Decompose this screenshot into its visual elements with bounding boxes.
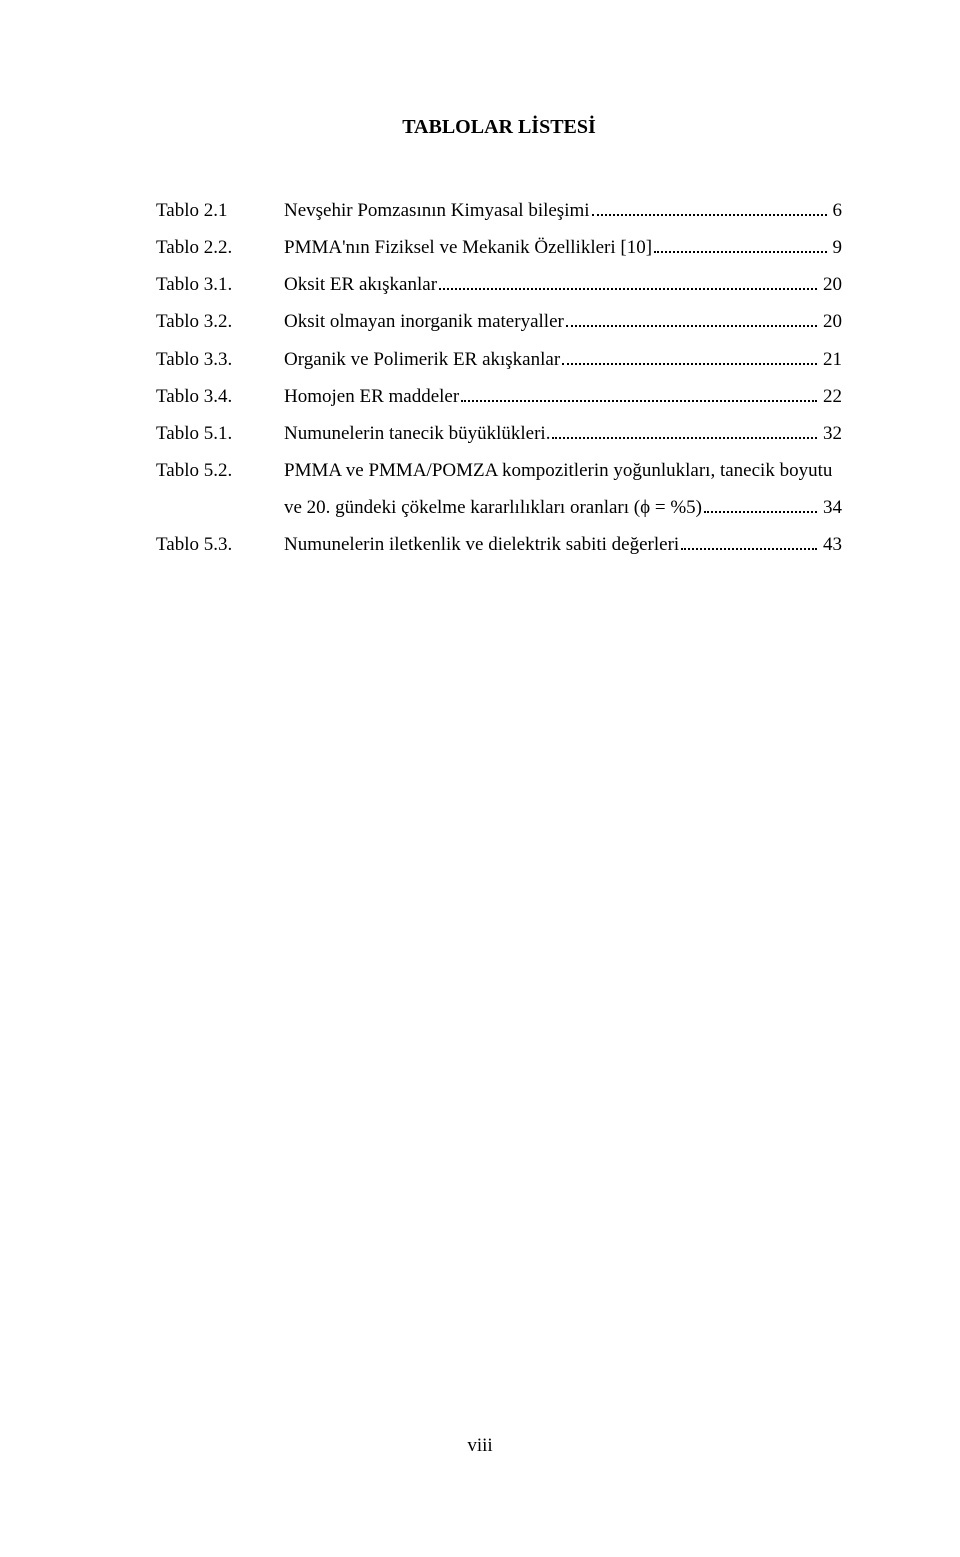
page-title: TABLOLAR LİSTESİ xyxy=(156,116,842,139)
table-of-tables: Tablo 2.1Nevşehir Pomzasının Kimyasal bi… xyxy=(156,193,842,562)
toc-page-number: 21 xyxy=(821,342,842,377)
toc-leader-dots xyxy=(681,535,817,550)
toc-leader-dots xyxy=(592,201,827,216)
toc-row: Tablo 3.3.Organik ve Polimerik ER akışka… xyxy=(156,342,842,377)
toc-label: Tablo 5.1. xyxy=(156,416,284,451)
toc-label: Tablo 5.2. xyxy=(156,453,284,488)
toc-label: Tablo 3.2. xyxy=(156,304,284,339)
toc-row: Tablo 3.1.Oksit ER akışkanlar 20 xyxy=(156,267,842,302)
toc-row: Tablo 5.1.Numunelerin tanecik büyüklükle… xyxy=(156,416,842,451)
toc-leader-dots xyxy=(439,275,817,290)
toc-text: Organik ve Polimerik ER akışkanlar xyxy=(284,342,560,377)
toc-page-number: 32 xyxy=(821,416,842,451)
toc-text: PMMA ve PMMA/POMZA kompozitlerin yoğunlu… xyxy=(284,453,832,488)
toc-text: Oksit olmayan inorganik materyaller xyxy=(284,304,564,339)
toc-text: ve 20. gündeki çökelme kararlılıkları or… xyxy=(284,490,702,525)
toc-label: Tablo 2.2. xyxy=(156,230,284,265)
toc-row: Tablo 2.2.PMMA'nın Fiziksel ve Mekanik Ö… xyxy=(156,230,842,265)
toc-page-number: 22 xyxy=(821,379,842,414)
toc-text: Numunelerin tanecik büyüklükleri. xyxy=(284,416,550,451)
page-number: viii xyxy=(0,1435,960,1457)
toc-page-number: 9 xyxy=(831,230,843,265)
toc-page-number: 6 xyxy=(831,193,843,228)
toc-leader-dots xyxy=(552,424,817,439)
toc-leader-dots xyxy=(562,349,817,364)
toc-row: Tablo 3.4.Homojen ER maddeler 22 xyxy=(156,379,842,414)
toc-leader-dots xyxy=(704,498,817,513)
toc-page-number: 20 xyxy=(821,304,842,339)
toc-row: Tablo 5.2.PMMA ve PMMA/POMZA kompozitler… xyxy=(156,453,842,488)
toc-text: Oksit ER akışkanlar xyxy=(284,267,437,302)
toc-page-number: 43 xyxy=(821,527,842,562)
toc-row: Tablo 5.3.Numunelerin iletkenlik ve diel… xyxy=(156,527,842,562)
toc-text: PMMA'nın Fiziksel ve Mekanik Özellikleri… xyxy=(284,230,652,265)
toc-leader-dots xyxy=(654,238,826,253)
toc-text: Nevşehir Pomzasının Kimyasal bileşimi xyxy=(284,193,590,228)
toc-label: Tablo 5.3. xyxy=(156,527,284,562)
toc-leader-dots xyxy=(461,387,817,402)
toc-row: Tablo 3.2.Oksit olmayan inorganik matery… xyxy=(156,304,842,339)
toc-page-number: 34 xyxy=(821,490,842,525)
toc-row: ve 20. gündeki çökelme kararlılıkları or… xyxy=(156,490,842,525)
toc-page-number: 20 xyxy=(821,267,842,302)
toc-label: Tablo 2.1 xyxy=(156,193,284,228)
toc-text: Numunelerin iletkenlik ve dielektrik sab… xyxy=(284,527,679,562)
toc-row: Tablo 2.1Nevşehir Pomzasının Kimyasal bi… xyxy=(156,193,842,228)
toc-leader-dots xyxy=(566,312,817,327)
toc-text: Homojen ER maddeler xyxy=(284,379,459,414)
toc-label: Tablo 3.3. xyxy=(156,342,284,377)
toc-label: Tablo 3.1. xyxy=(156,267,284,302)
toc-label: Tablo 3.4. xyxy=(156,379,284,414)
